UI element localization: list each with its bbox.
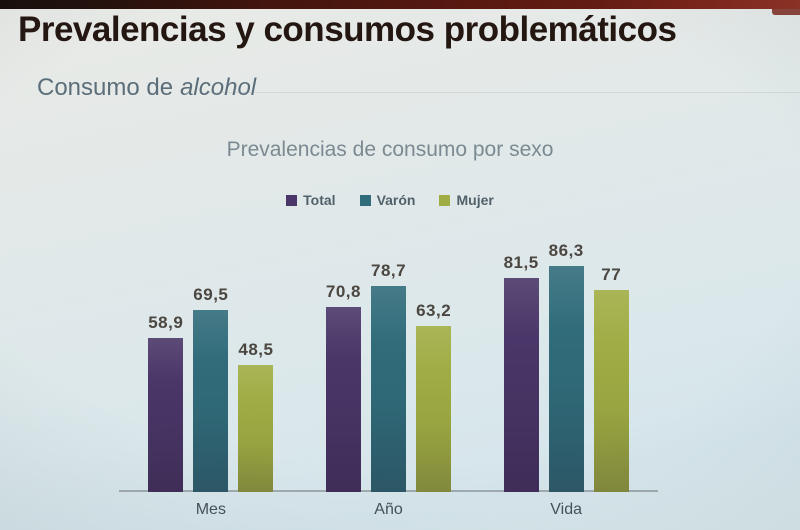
bar-wrap-total-mes: 58,9 bbox=[148, 313, 184, 492]
category-label-vida: Vida bbox=[550, 501, 583, 518]
bar-varon-ano bbox=[371, 286, 407, 492]
bar-varon-vida bbox=[548, 266, 584, 492]
slide-title: Prevalencias y consumos problemáticos bbox=[18, 10, 677, 49]
subtitle-text: Consumo de bbox=[37, 74, 174, 101]
bar-total-ano bbox=[325, 307, 361, 492]
value-label-total-mes: 58,9 bbox=[148, 313, 184, 332]
legend-label-mujer: Mujer bbox=[456, 192, 494, 208]
value-label-mujer-mes: 48,5 bbox=[238, 340, 274, 359]
value-label-varon-vida: 86,3 bbox=[548, 241, 584, 260]
chart-legend: Total Varón Mujer bbox=[0, 192, 780, 208]
value-label-varon-mes: 69,5 bbox=[193, 285, 229, 304]
bar-wrap-varon-mes: 69,5 bbox=[193, 285, 229, 492]
legend-swatch-total bbox=[286, 194, 298, 206]
bar-total-vida bbox=[503, 278, 539, 492]
legend-item-mujer: Mujer bbox=[439, 192, 494, 208]
bar-group-ano: 70,8 78,7 63,2 Año bbox=[326, 261, 452, 518]
value-label-total-ano: 70,8 bbox=[325, 282, 361, 301]
bar-wrap-mujer-mes: 48,5 bbox=[238, 340, 274, 492]
bar-wrap-varon-vida: 86,3 bbox=[549, 241, 584, 492]
legend-item-varon: Varón bbox=[359, 192, 416, 208]
bar-total-mes bbox=[148, 338, 184, 492]
bar-chart-plot: 58,9 69,5 48,5 Mes 70,8 78,7 63,2 Año 81,5 86,3 77… bbox=[119, 228, 658, 518]
category-label-ano: Año bbox=[374, 501, 403, 518]
bar-mujer-ano bbox=[416, 326, 452, 492]
bar-group-mes: 58,9 69,5 48,5 Mes bbox=[148, 285, 274, 518]
value-label-varon-ano: 78,7 bbox=[370, 261, 407, 280]
bar-mujer-vida bbox=[593, 290, 629, 492]
bar-wrap-total-vida: 81,5 bbox=[504, 253, 539, 492]
legend-swatch-varon bbox=[359, 194, 371, 206]
value-label-mujer-vida: 77 bbox=[601, 265, 622, 284]
bar-wrap-mujer-vida: 77 bbox=[593, 265, 629, 492]
value-label-total-vida: 81,5 bbox=[503, 253, 539, 272]
bar-group-vida: 81,5 86,3 77 Vida bbox=[504, 241, 629, 518]
subtitle-italic-word: alcohol bbox=[180, 74, 257, 101]
legend-label-total: Total bbox=[303, 192, 336, 208]
value-label-mujer-ano: 63,2 bbox=[416, 301, 452, 320]
legend-item-total: Total bbox=[286, 192, 336, 208]
bar-varon-mes bbox=[193, 310, 229, 492]
slide-subtitle: Consumo de alcohol bbox=[37, 74, 256, 102]
legend-label-varon: Varón bbox=[376, 192, 416, 208]
chart-title: Prevalencias de consumo por sexo bbox=[226, 138, 554, 161]
category-label-mes: Mes bbox=[195, 501, 226, 518]
photo-top-edge bbox=[0, 0, 800, 9]
bar-mujer-mes bbox=[238, 365, 274, 492]
legend-swatch-mujer bbox=[439, 194, 451, 206]
bar-wrap-mujer-ano: 63,2 bbox=[416, 301, 452, 492]
bar-wrap-varon-ano: 78,7 bbox=[370, 261, 407, 492]
bar-wrap-total-ano: 70,8 bbox=[326, 282, 361, 492]
photo-top-edge-corner bbox=[772, 9, 800, 15]
screen-crease-line bbox=[208, 92, 800, 93]
